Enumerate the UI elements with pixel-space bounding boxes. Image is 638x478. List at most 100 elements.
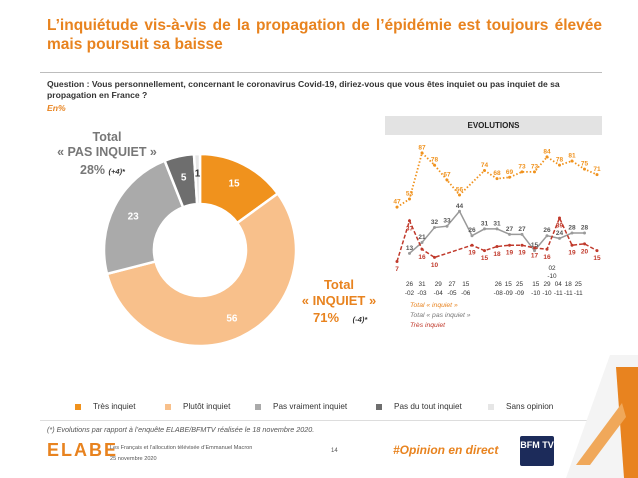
evolution-data-label: 67 [443,172,451,179]
total-pas-inquiet-label: Total « PAS INQUIET » [52,130,162,160]
evolution-x-tick-label: 29 [543,281,551,288]
evolution-point [470,234,474,238]
evolutions-legend: Total « inquiet » Total « pas inquiet » … [410,301,471,331]
legend-swatch [255,403,261,410]
evolution-x-tick-label: 04 [555,281,563,288]
evolution-data-label: 75 [581,161,589,168]
donut-slice-label: 23 [128,211,140,222]
evolution-x-tick-label: -08 [494,290,504,297]
evolution-data-label: 7 [395,266,399,273]
evolution-data-label: 37 [406,225,414,232]
evolution-data-label: 18 [493,251,501,258]
legend-swatch [376,403,382,410]
evolution-point [495,227,499,231]
legend-item-pas-du-tout: Pas du tout inquiet [376,402,462,411]
evolution-data-label: 15 [531,242,539,249]
legend-item-plutot-inquiet: Plutôt inquiet [165,402,230,411]
evolution-point [583,242,586,246]
evolution-data-label: 74 [481,162,489,169]
footnote: (*) Evolutions par rapport à l’enquête E… [47,425,315,434]
evolution-point [533,246,536,250]
evolution-data-label: 19 [468,250,476,257]
decorative-triangle-mark [566,355,638,478]
legend-item-sans-opinion: Sans opinion [488,402,553,411]
evolution-point [520,232,524,236]
evolution-data-label: 28 [581,224,589,231]
evolutions-header: EVOLUTIONS [385,116,602,135]
evolution-data-label: 15 [593,255,601,262]
evolution-point [595,249,599,253]
total-pas-inquiet-value: 28% [80,163,106,177]
total-pas-inquiet-line1: Total [92,130,122,144]
legend-label: Plutôt inquiet [183,402,231,411]
evolution-data-label: 81 [568,153,576,160]
evolution-x-tick-label: 18 [565,281,573,288]
total-inquiet-value-row: 71% (-4)* [313,310,367,325]
donut-slice-label: 5 [181,172,187,183]
evolution-x-tick-label: -09 [515,290,525,297]
legend-swatch [488,403,494,410]
total-inquiet-label: Total « INQUIET » [292,277,386,309]
evolution-point [595,173,599,177]
total-inquiet-line2: « INQUIET » [301,293,377,308]
evolution-x-tick-label: -10 [542,290,552,297]
evo-legend-total-pas-inquiet: Total « pas inquiet » [410,312,471,319]
evolution-point [408,219,411,223]
evolution-data-label: 26 [468,227,476,234]
evolution-x-tick-label: -05 [447,290,457,297]
evolution-point [558,216,561,220]
evolution-point [508,243,511,247]
question-text: Question : Vous personnellement, concern… [47,79,560,100]
evolution-data-label: 16 [543,254,551,261]
evolution-x-tick-label: 15 [532,281,540,288]
evolution-point [408,251,411,255]
evolution-point [458,193,461,197]
evolution-x-tick-label: 27 [448,281,456,288]
evolutions-line-chart: 47 53 87 78 67 56 74 68 69 73 73 84 78 81 75 71 13 21 32 33… [393,144,601,297]
evolution-point [583,167,586,171]
evolution-data-label: 13 [406,245,414,252]
evolution-x-tick-label: -10 [547,273,557,280]
evolution-point [545,155,549,159]
evolution-point [445,224,449,228]
total-inquiet-value: 71% [313,310,340,325]
evolution-data-label: 19 [506,250,514,257]
evolution-data-label: 24 [556,230,564,237]
evolution-point [583,231,586,235]
evolution-point [445,178,449,182]
evolution-x-tick-label: 25 [575,281,583,288]
evolution-x-tick-label: 26 [495,281,503,288]
hashtag: #Opinion en direct [393,443,499,457]
elabe-logo: ELABE [47,440,119,460]
legend-item-tres-inquiet: Très inquiet [75,402,135,411]
evolution-point [433,226,436,230]
donut-slice [105,191,298,348]
evo-legend-tres-inquiet: Très inquiet [410,322,446,329]
evolution-point [483,169,486,173]
chart-legend: Très inquiet Plutôt inquiet Pas vraiment… [75,402,595,416]
evolution-point [420,240,424,244]
evolution-x-tick-label: -10 [531,290,541,297]
footer-divider [40,420,602,421]
legend-label: Sans opinion [506,402,554,411]
evolution-point [520,243,524,247]
evolution-x-tick-label: -11 [574,290,583,297]
evolution-data-label: 31 [493,220,501,227]
legend-swatch [165,403,171,410]
evolution-data-label: 69 [506,169,514,176]
evolution-point [558,163,561,167]
evolution-point [408,197,411,201]
evolution-data-label: 39 [556,223,564,230]
evolution-data-label: 87 [418,144,426,151]
evolution-data-label: 10 [431,262,439,269]
evolution-point [420,247,424,251]
donut-chart: 15 56 23 5 1 [102,152,298,348]
evolution-point [458,209,461,213]
evolution-point [558,236,561,240]
evolution-data-label: 71 [593,166,601,173]
evolution-point [483,249,486,253]
evolution-data-label: 31 [481,220,489,227]
legend-label: Pas vraiment inquiet [273,402,348,411]
donut-slice-label: 15 [228,179,240,190]
evolution-x-tick-label: -04 [434,290,444,297]
